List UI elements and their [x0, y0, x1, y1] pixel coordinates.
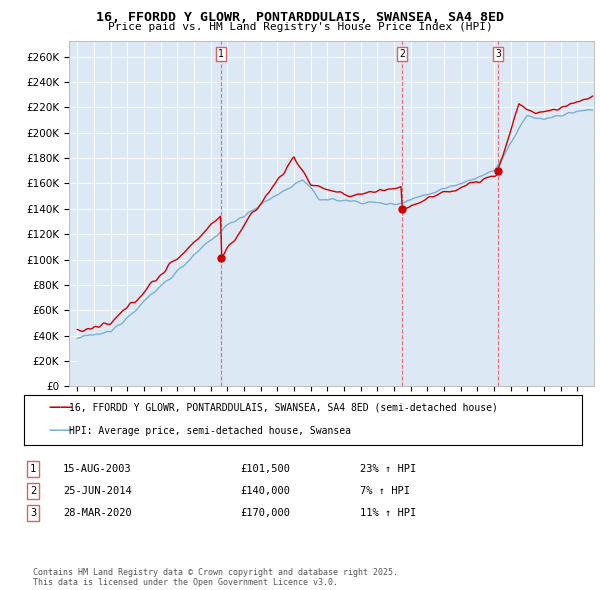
Text: Price paid vs. HM Land Registry's House Price Index (HPI): Price paid vs. HM Land Registry's House …: [107, 22, 493, 32]
Text: 25-JUN-2014: 25-JUN-2014: [63, 486, 132, 496]
Text: 3: 3: [495, 49, 501, 59]
Text: 7% ↑ HPI: 7% ↑ HPI: [360, 486, 410, 496]
Text: 16, FFORDD Y GLOWR, PONTARDDULAIS, SWANSEA, SA4 8ED (semi-detached house): 16, FFORDD Y GLOWR, PONTARDDULAIS, SWANS…: [69, 403, 498, 412]
Text: 2: 2: [30, 486, 36, 496]
Text: Contains HM Land Registry data © Crown copyright and database right 2025.
This d: Contains HM Land Registry data © Crown c…: [33, 568, 398, 587]
Text: 28-MAR-2020: 28-MAR-2020: [63, 508, 132, 517]
Text: 2: 2: [399, 49, 405, 59]
Text: 1: 1: [30, 464, 36, 474]
Text: 23% ↑ HPI: 23% ↑ HPI: [360, 464, 416, 474]
Text: £170,000: £170,000: [240, 508, 290, 517]
Text: £140,000: £140,000: [240, 486, 290, 496]
Text: ——: ——: [48, 424, 73, 437]
Text: HPI: Average price, semi-detached house, Swansea: HPI: Average price, semi-detached house,…: [69, 426, 351, 435]
Text: 16, FFORDD Y GLOWR, PONTARDDULAIS, SWANSEA, SA4 8ED: 16, FFORDD Y GLOWR, PONTARDDULAIS, SWANS…: [96, 11, 504, 24]
Text: £101,500: £101,500: [240, 464, 290, 474]
Text: 11% ↑ HPI: 11% ↑ HPI: [360, 508, 416, 517]
Text: 15-AUG-2003: 15-AUG-2003: [63, 464, 132, 474]
Text: 3: 3: [30, 508, 36, 517]
Text: 1: 1: [218, 49, 224, 59]
Text: ——: ——: [48, 401, 73, 414]
